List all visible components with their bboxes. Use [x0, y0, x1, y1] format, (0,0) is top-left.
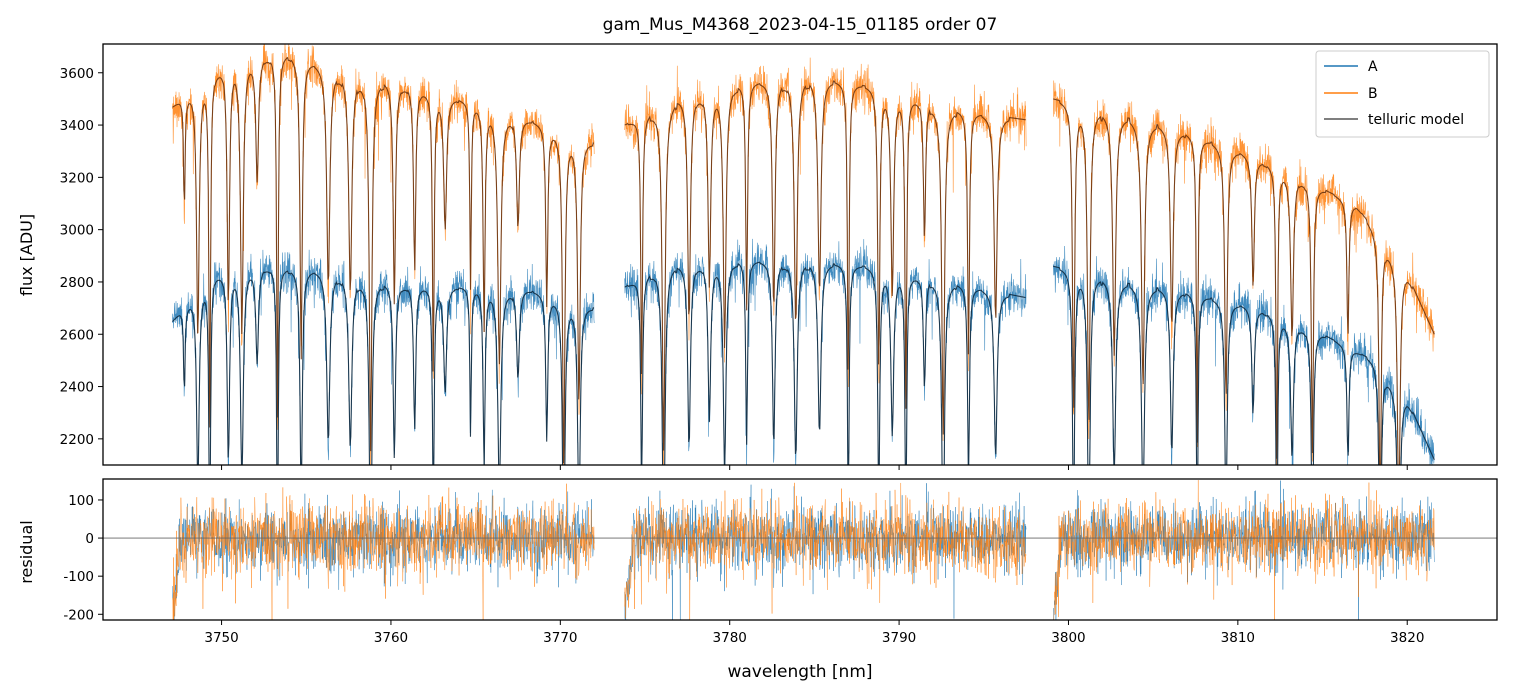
residual-x-ticks: 3750 3760 3770 3780 3790 3800 3810 3820 [204, 620, 1424, 646]
flux-plot-area [172, 44, 1435, 465]
flux-y-axis-label: flux [ADU] [17, 214, 36, 296]
flux-y-tick-label: 3200 [60, 170, 94, 186]
chart-title: gam_Mus_M4368_2023-04-15_01185 order 07 [603, 15, 998, 35]
x-tick-label: 3800 [1051, 630, 1085, 646]
x-axis-label: wavelength [nm] [727, 662, 872, 682]
flux-y-ticks: 2200 2400 2600 2800 3000 3200 3400 3600 [60, 66, 103, 448]
flux-y-tick-label: 2200 [60, 432, 94, 448]
x-tick-label: 3760 [374, 630, 408, 646]
x-tick-label: 3770 [543, 630, 577, 646]
legend-label-a: A [1368, 59, 1378, 75]
x-tick-label: 3810 [1221, 630, 1255, 646]
residual-y-tick-label: -100 [63, 569, 94, 585]
residual-series-b [172, 480, 1435, 620]
x-tick-label: 3820 [1390, 630, 1424, 646]
x-tick-label: 3790 [882, 630, 916, 646]
x-tick-label: 3750 [204, 630, 238, 646]
flux-y-tick-label: 2600 [60, 327, 94, 343]
flux-y-tick-label: 3600 [60, 66, 94, 82]
residual-y-tick-label: 0 [85, 531, 94, 547]
legend-label-model: telluric model [1368, 112, 1464, 128]
residual-y-tick-label: 100 [68, 493, 94, 509]
residual-y-tick-label: -200 [63, 607, 94, 623]
residual-plot-area [103, 480, 1497, 620]
residual-panel-frame [102, 478, 1498, 621]
residual-panel: -200 -100 0 100 3750 3760 3770 3780 3790 3800 381… [17, 478, 1498, 682]
flux-y-tick-label: 2800 [60, 275, 94, 291]
flux-y-tick-label: 3000 [60, 223, 94, 239]
flux-panel-frame [102, 43, 1498, 466]
residual-y-ticks: -200 -100 0 100 [63, 493, 103, 623]
legend-box [1315, 50, 1490, 138]
flux-y-tick-label: 2400 [60, 380, 94, 396]
flux-panel: 2200 2400 2600 2800 3000 3200 3400 3600 flux [A… [17, 43, 1498, 470]
legend-label-b: B [1368, 86, 1378, 102]
telluric-model-on-b [172, 56, 1435, 465]
telluric-model-on-a [172, 261, 1435, 465]
flux-y-tick-label: 3400 [60, 118, 94, 134]
residual-y-axis-label: residual [17, 520, 36, 583]
legend: A B telluric model [1315, 50, 1490, 138]
flux-x-ticks [221, 465, 1408, 470]
x-tick-label: 3780 [713, 630, 747, 646]
